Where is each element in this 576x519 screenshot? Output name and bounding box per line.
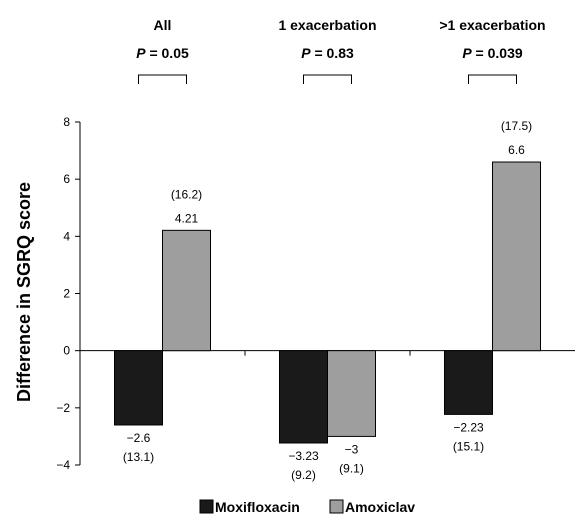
- value-label: −3: [345, 442, 359, 456]
- bar-moxifloxacin-0: [114, 350, 163, 426]
- sd-label: (13.1): [123, 450, 154, 464]
- sd-label: (15.1): [453, 439, 484, 453]
- legend-swatch-amoxiclav: [329, 499, 344, 514]
- y-tick-label: 8: [63, 115, 70, 129]
- bar-amoxiclav-1: [327, 350, 376, 437]
- group-titles: All P = 0.05 1 exacerbation P = 0.83 >1 exac…: [136, 17, 545, 61]
- sd-label: (17.5): [501, 119, 532, 133]
- group-title: 1 exacerbation: [278, 17, 376, 33]
- p-value-label: P = 0.039: [462, 45, 523, 61]
- bar-moxifloxacin-2: [444, 350, 493, 415]
- bar-amoxiclav-0: [162, 229, 211, 352]
- bar-moxifloxacin-1: [279, 350, 328, 444]
- value-label: 6.6: [508, 143, 525, 157]
- comparison-bracket: [303, 74, 352, 84]
- group-title: All: [154, 17, 172, 33]
- value-label: −3.23: [288, 449, 319, 463]
- group-title: >1 exacerbation: [439, 17, 545, 33]
- bars: [114, 161, 541, 444]
- y-tick-label: 6: [63, 172, 70, 186]
- comparison-bracket: [468, 74, 517, 84]
- legend-swatch-moxifloxacin: [199, 499, 214, 514]
- y-tick-label: −4: [56, 458, 70, 472]
- sd-label: (9.1): [339, 461, 364, 475]
- bar-amoxiclav-2: [492, 161, 541, 352]
- comparison-bracket: [138, 74, 187, 84]
- y-tick-label: 2: [63, 287, 70, 301]
- comparison-brackets: [138, 74, 517, 84]
- y-tick-label: −2: [56, 401, 70, 415]
- y-tick-label: 4: [63, 229, 70, 243]
- data-labels: −2.6 (13.1) 4.21 (16.2) −3.23 (9.2) −3 (9.1) −2.…: [123, 119, 532, 482]
- y-tick-label: 0: [63, 344, 70, 358]
- legend: Moxifloxacin Amoxiclav: [199, 499, 415, 515]
- p-value-label: P = 0.05: [136, 45, 189, 61]
- legend-label-moxifloxacin: Moxifloxacin: [215, 499, 300, 515]
- value-label: 4.21: [175, 211, 199, 225]
- legend-label-amoxiclav: Amoxiclav: [345, 499, 415, 515]
- y-axis-label: Difference in SGRQ score: [14, 182, 34, 402]
- sd-label: (9.2): [291, 468, 316, 482]
- value-label: −2.6: [127, 431, 151, 445]
- sd-label: (16.2): [171, 187, 202, 201]
- p-value-label: P = 0.83: [301, 45, 354, 61]
- value-label: −2.23: [453, 420, 484, 434]
